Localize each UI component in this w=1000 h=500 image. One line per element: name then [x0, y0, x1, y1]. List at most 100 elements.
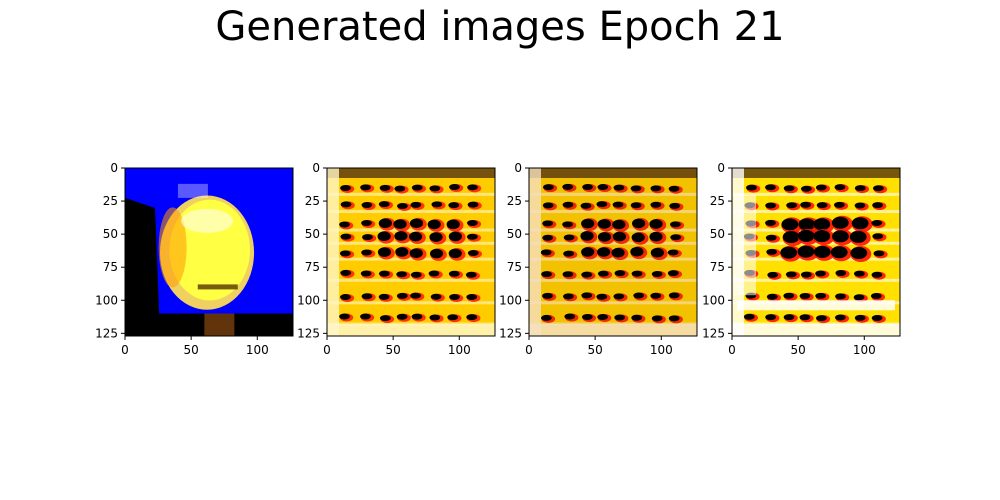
image-blob [542, 184, 554, 191]
image-blob [396, 292, 408, 299]
image-blob [631, 232, 645, 243]
x-tick-label: 100 [853, 343, 876, 357]
image-blob [873, 250, 885, 257]
image-blob [816, 202, 828, 209]
image-blob [800, 201, 811, 208]
image-blob [614, 270, 626, 277]
image-blob [340, 201, 352, 208]
image-blob [427, 219, 441, 230]
image-blob [340, 269, 352, 276]
image-blob [448, 248, 462, 259]
image-blob [396, 313, 408, 320]
y-tick-label: 100 [499, 293, 522, 307]
y-tick-label: 0 [312, 161, 320, 175]
image-blob [631, 270, 643, 277]
image-blob [597, 313, 609, 320]
image-blob [396, 271, 408, 278]
image-blob [786, 202, 797, 209]
image-stripe [529, 192, 697, 196]
image-blob [339, 294, 351, 301]
image-neck [204, 313, 235, 336]
image-blob [540, 249, 552, 256]
image-blob [541, 271, 552, 278]
image-blob [428, 270, 440, 277]
image-blob [765, 202, 776, 209]
image-blob [429, 314, 441, 321]
image-blob [449, 183, 460, 190]
image-blob [562, 221, 573, 228]
image-bottom-edge [732, 324, 900, 336]
image-blob [765, 234, 777, 241]
image-blob [670, 234, 682, 241]
image-stripe [327, 301, 495, 305]
image-blob [783, 314, 795, 321]
image-blob [830, 246, 848, 259]
image-blob [872, 185, 884, 192]
image-blob [410, 201, 422, 208]
image-blob [630, 202, 642, 209]
image-stripe [732, 278, 900, 282]
image-blob [630, 185, 642, 192]
image-blob [765, 314, 777, 321]
image-blob [597, 247, 611, 257]
image-stripe [732, 192, 900, 196]
image-stripe [529, 278, 697, 282]
image-blob [596, 293, 608, 300]
image-top-edge [529, 168, 697, 178]
image-blob [834, 314, 846, 321]
image-dark-region [125, 198, 160, 336]
image-blob [429, 232, 443, 242]
image-stripe [529, 257, 697, 261]
image-face-highlight [181, 208, 234, 233]
y-tick-label: 0 [514, 161, 522, 175]
y-tick-label: 50 [507, 227, 522, 241]
image-blob [449, 294, 460, 301]
image-blob [596, 201, 608, 208]
image-content-2 [327, 168, 495, 336]
y-tick-label: 125 [297, 326, 320, 340]
image-blob [378, 293, 390, 300]
image-blob [465, 271, 477, 278]
x-tick-label: 0 [525, 343, 533, 357]
image-blob [467, 201, 479, 208]
image-left-edge [327, 168, 339, 336]
image-content-4 [732, 168, 900, 336]
image-blob [580, 231, 594, 241]
image-face-mouth [197, 284, 238, 290]
image-content-3 [529, 168, 697, 336]
y-tick-label: 100 [297, 293, 320, 307]
image-blob [799, 292, 811, 299]
image-blob [448, 202, 460, 209]
y-tick-label: 50 [103, 227, 118, 241]
image-white-band [737, 300, 895, 311]
image-blob [630, 246, 644, 257]
image-blob [871, 314, 883, 321]
image-blob [379, 315, 391, 322]
y-tick-label: 25 [305, 194, 320, 208]
x-tick-label: 50 [184, 343, 199, 357]
image-blob [783, 185, 795, 192]
image-blob [614, 314, 626, 321]
image-blob [872, 202, 883, 209]
image-blob [871, 271, 883, 278]
image-stripe [732, 241, 900, 245]
image-blob [613, 184, 625, 191]
image-blob [854, 202, 866, 209]
image-blob [393, 219, 407, 229]
image-stripe [327, 257, 495, 261]
y-tick-label: 75 [710, 260, 725, 274]
image-blob [394, 231, 408, 241]
y-tick-label: 125 [95, 326, 118, 340]
image-blob [743, 313, 755, 320]
image-blob [612, 219, 626, 230]
image-stripe [327, 192, 495, 196]
image-blob [429, 248, 444, 259]
image-stripe [529, 322, 697, 326]
image-blob [448, 231, 462, 242]
image-blob [853, 294, 865, 301]
image-left-edge [529, 168, 541, 336]
y-tick-label: 50 [305, 227, 320, 241]
